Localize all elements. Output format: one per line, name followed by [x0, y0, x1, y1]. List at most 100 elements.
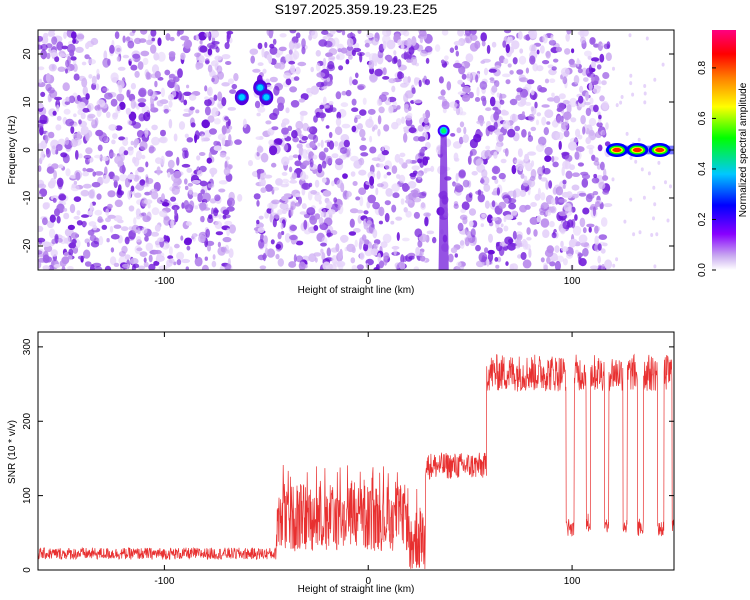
- spectrogram-cell: [226, 206, 235, 212]
- spectrogram-cell: [322, 261, 331, 270]
- spectrogram-cell: [65, 96, 70, 103]
- spectrogram-cell: [509, 263, 519, 270]
- spectrogram-cell: [309, 158, 314, 168]
- spectrogram-cell: [129, 257, 139, 265]
- spectrogram-cell: [40, 150, 45, 161]
- spectrogram-cell: [301, 203, 307, 210]
- spectrogram-cell: [425, 156, 430, 161]
- spectrogram-cell: [351, 265, 358, 270]
- spectrogram-cell: [186, 137, 194, 143]
- spectrogram-cell: [334, 141, 339, 147]
- spectrogram-cell: [130, 185, 135, 192]
- spectrogram-cell: [400, 254, 405, 265]
- colorbar: 0.0 0.2 0.4 0.6 0.8 Normalized spectral ampl…: [697, 30, 749, 277]
- spectrogram-cell: [528, 113, 535, 122]
- spectrogram-cell: [283, 72, 292, 79]
- spectrogram-cell: [456, 127, 462, 134]
- spectrogram-cell: [204, 96, 209, 100]
- spectrogram-cell: [384, 212, 390, 223]
- spectrogram-cell: [89, 202, 93, 213]
- spectrogram-cell: [207, 115, 215, 123]
- spectrogram-cell: [398, 174, 406, 183]
- spectrogram-cell: [544, 249, 554, 258]
- spectrogram-cell: [224, 116, 229, 121]
- spectrogram-cell: [504, 236, 513, 245]
- spectrogram-cell: [505, 261, 509, 266]
- spectrogram-cell: [406, 37, 412, 48]
- spectrogram-cell: [184, 150, 189, 159]
- spectrogram-cell: [73, 73, 80, 81]
- spectrogram-cell: [208, 214, 213, 220]
- spectrogram-cell: [293, 254, 297, 263]
- spectrogram-cell: [188, 187, 194, 195]
- spectrogram-cell: [146, 72, 152, 80]
- spectrogram-cell: [144, 235, 149, 242]
- spectrogram-cell: [342, 173, 348, 179]
- spectrogram-cell: [138, 102, 146, 108]
- spectrogram-cell: [127, 40, 135, 49]
- spectrogram-cell: [468, 91, 474, 99]
- spectrogram-cell: [328, 56, 336, 60]
- spectrogram-cell: [497, 256, 502, 263]
- spectrogram-cell: [65, 68, 68, 74]
- spectrogram-cell: [267, 128, 275, 136]
- spectrogram-cell: [357, 30, 362, 34]
- spectrogram-cell: [260, 187, 267, 194]
- spectrogram-cell: [470, 228, 476, 238]
- spectrogram-cell: [148, 254, 153, 263]
- spectrogram-cell: [177, 68, 183, 79]
- spectrogram-cell: [397, 39, 403, 46]
- spectrogram-cell: [65, 168, 71, 177]
- spectrogram-cell: [194, 205, 199, 210]
- spectrogram-cell: [353, 117, 358, 124]
- spectrogram-cell: [254, 151, 262, 161]
- spectrogram-cell: [38, 225, 44, 232]
- spectrogram-cell: [536, 112, 542, 117]
- spectrogram-hotspot: [605, 143, 628, 157]
- spectrogram-cell: [517, 31, 523, 40]
- spectrogram-cell: [329, 30, 336, 35]
- spectrogram-cell: [226, 31, 232, 40]
- spectrogram-cell: [42, 202, 50, 210]
- spectrogram-cell: [61, 45, 68, 50]
- spectrogram-cell: [207, 244, 211, 252]
- spectrogram-cell: [40, 43, 48, 51]
- spectrogram-cell: [69, 203, 76, 214]
- spectrogram-cell: [276, 96, 285, 106]
- spectrogram-cell: [258, 215, 264, 220]
- spectrogram-cell: [340, 102, 349, 108]
- spectrogram-cell: [184, 133, 189, 138]
- spectrogram-cell: [228, 224, 236, 234]
- spectrogram-cell: [361, 137, 366, 141]
- spectrogram-cell: [148, 147, 155, 154]
- spectrogram-cell: [308, 253, 317, 263]
- spectrogram-cell: [216, 65, 223, 74]
- spectrogram-cell: [210, 71, 217, 77]
- spectrogram-cell: [127, 146, 134, 156]
- spectrogram-cell: [104, 166, 108, 176]
- spectrogram-cell: [327, 209, 336, 215]
- spectrogram-cell: [213, 207, 219, 217]
- colorbar-tick-label: 0.0: [697, 263, 708, 277]
- spectrogram-cell: [374, 68, 383, 77]
- spectrogram-cell: [578, 192, 587, 197]
- spectrogram-cell: [498, 246, 505, 257]
- spectrogram-cell: [210, 30, 220, 39]
- spectrogram-cell: [173, 170, 182, 179]
- spectrogram-cell: [192, 233, 197, 242]
- spectrogram-cell: [411, 165, 420, 171]
- spectrogram-cell: [194, 256, 203, 267]
- spectrogram-cell: [524, 243, 531, 250]
- spectrogram-cell: [312, 134, 319, 143]
- spectrogram-cell: [479, 81, 488, 90]
- spectrogram-cell: [257, 42, 263, 50]
- spectrogram-cell: [177, 30, 184, 35]
- spectrogram-cell: [295, 240, 304, 246]
- spectrogram-cell: [603, 203, 613, 208]
- spectrogram-cell: [534, 101, 538, 109]
- spectrogram-cell: [106, 111, 111, 119]
- spectrogram-cell: [544, 109, 554, 118]
- spectrogram-cell: [117, 190, 125, 196]
- spectrogram-cell: [580, 36, 586, 44]
